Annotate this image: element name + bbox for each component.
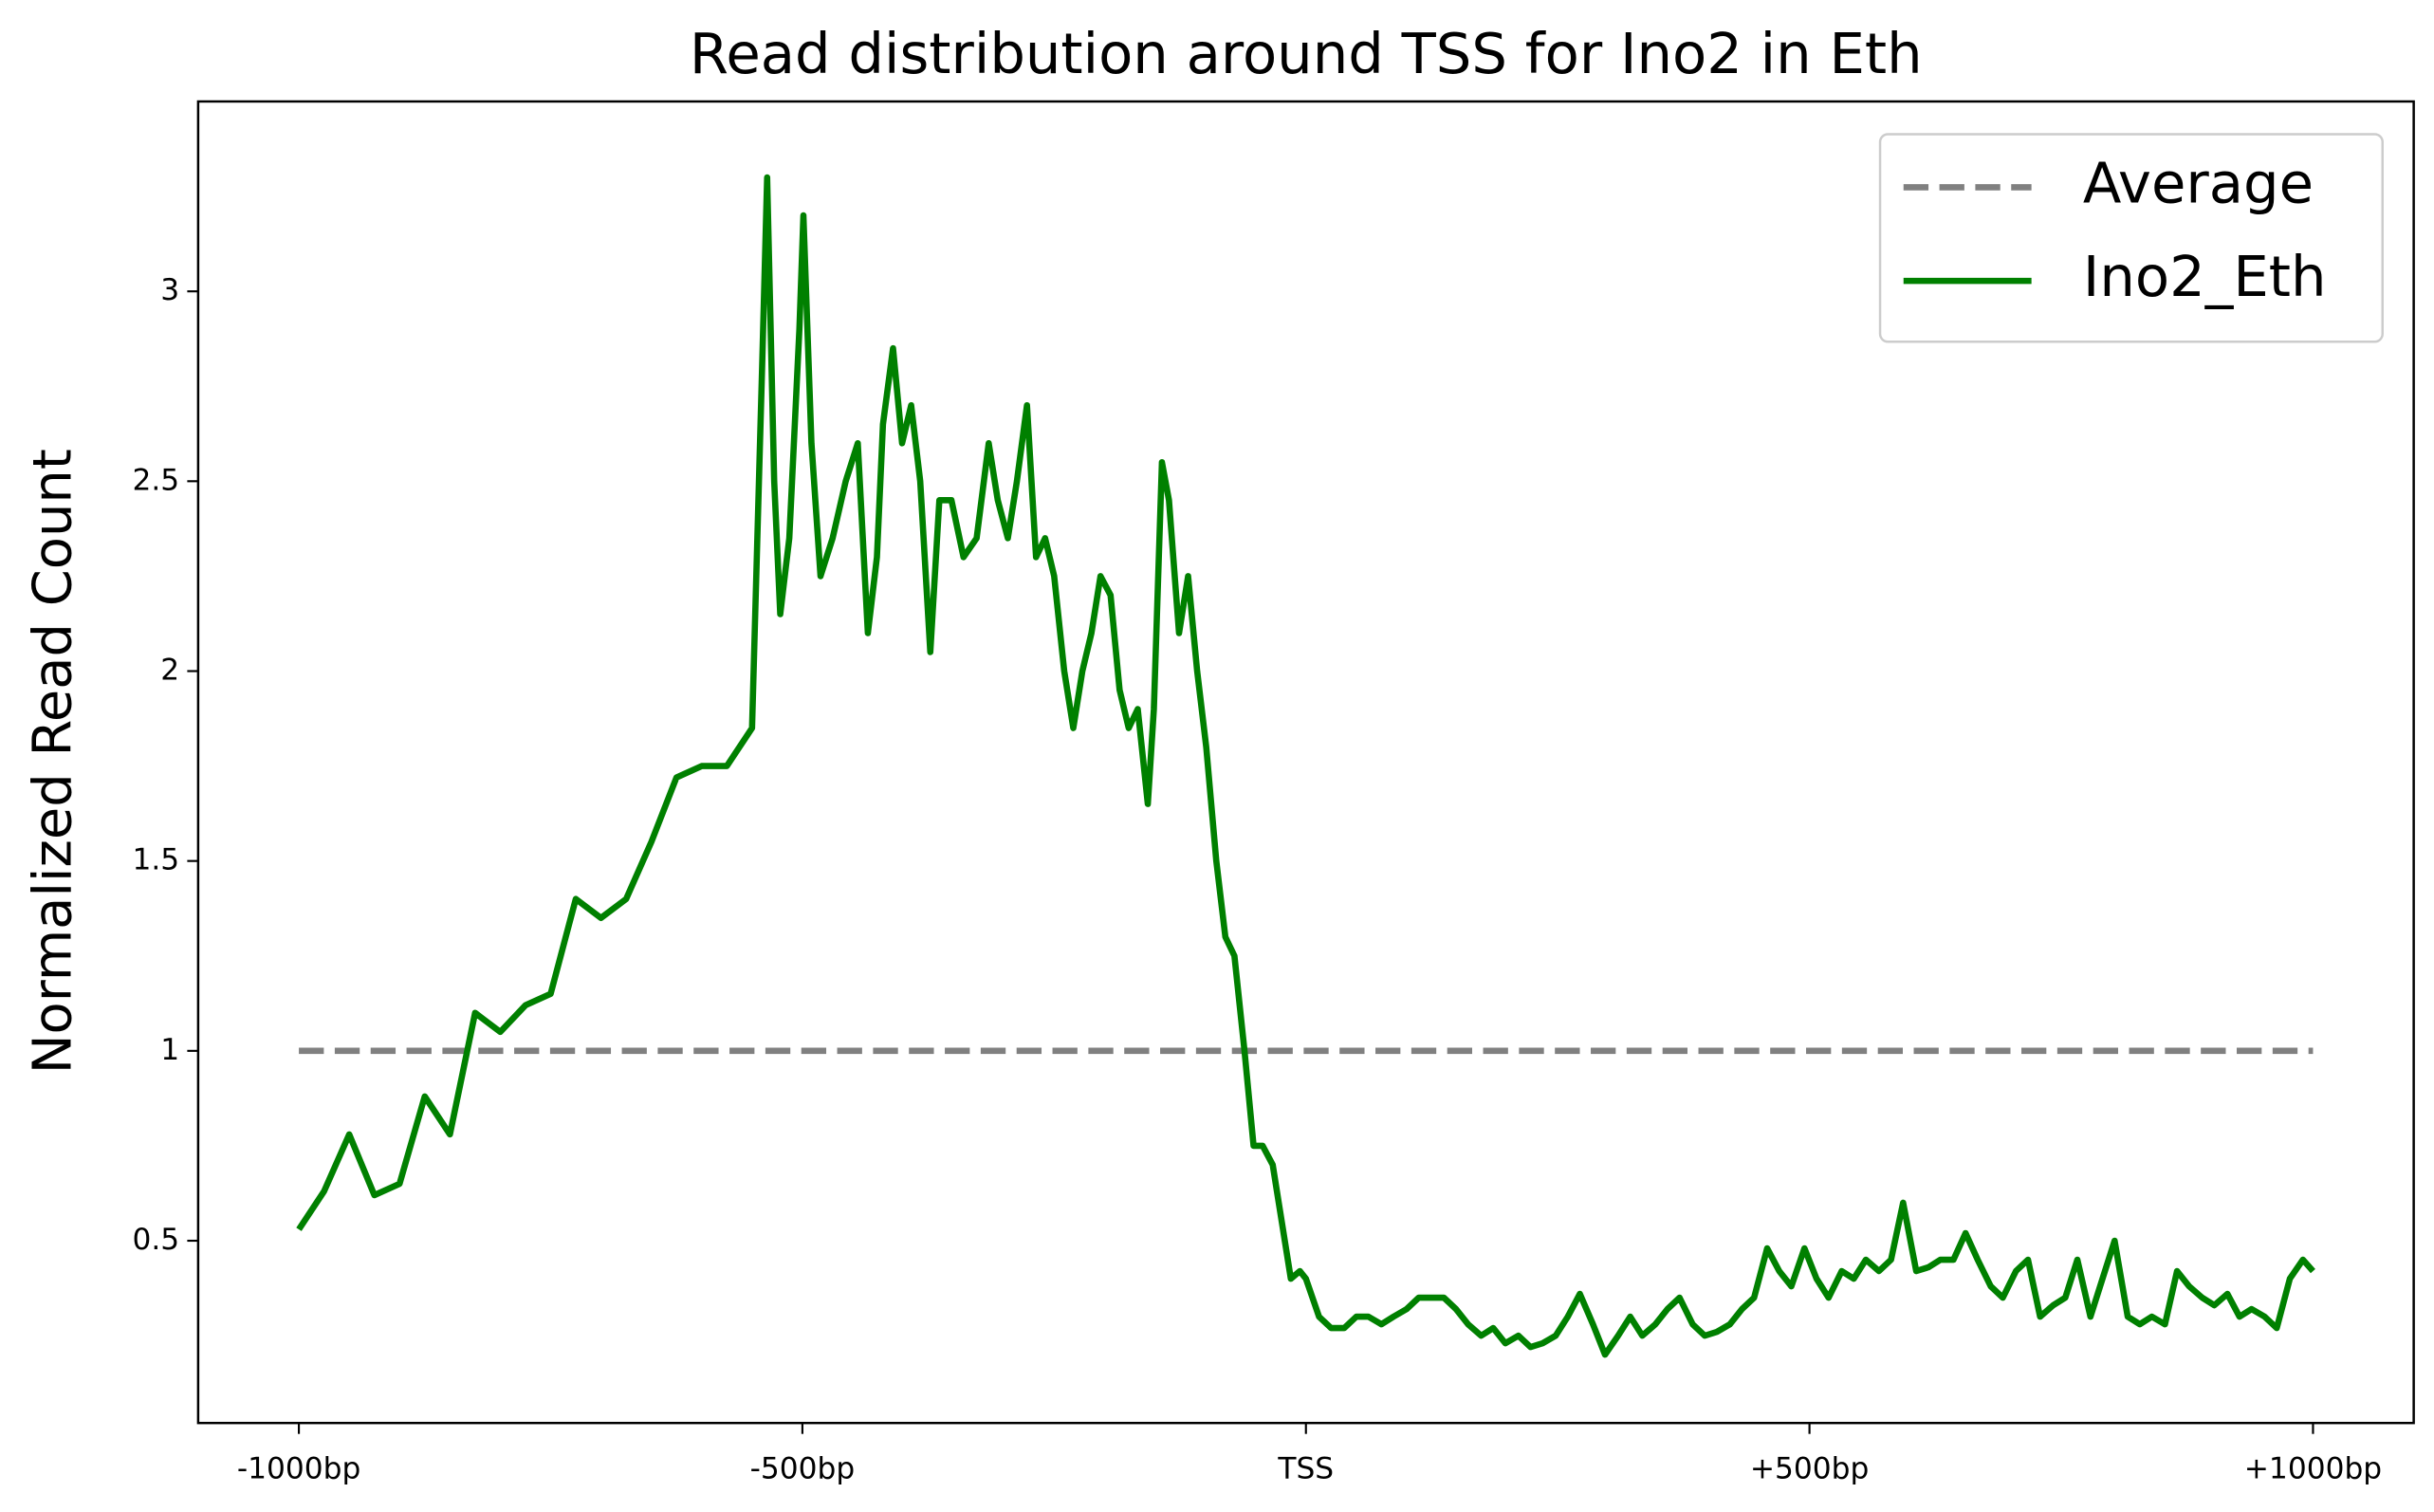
legend: Average Ino2_Eth <box>1878 133 2384 343</box>
x-tick-label: +500bp <box>1750 1452 1870 1486</box>
plot-frame <box>196 100 2415 1425</box>
chart-title: Read distribution around TSS for Ino2 in… <box>690 21 1923 86</box>
y-tick-label: 0.5 <box>132 1223 179 1257</box>
x-tick-label: TSS <box>1277 1452 1334 1486</box>
legend-label: Average <box>2083 151 2314 216</box>
y-tick-label: 3 <box>160 273 179 307</box>
y-axis-label: Normalized Read Count <box>22 449 83 1074</box>
x-tick-label: +1000bp <box>2244 1452 2382 1486</box>
legend-box <box>1878 133 2384 343</box>
y-tick-label: 1 <box>160 1033 179 1067</box>
x-tick-label: -500bp <box>750 1452 856 1486</box>
y-tick-label: 2.5 <box>132 463 179 497</box>
y-tick-label: 2 <box>160 653 179 687</box>
series-line <box>296 174 2315 1358</box>
y-tick-label: 1.5 <box>132 843 179 877</box>
legend-label: Ino2_Eth <box>2083 244 2327 309</box>
x-tick-label: -1000bp <box>237 1452 360 1486</box>
